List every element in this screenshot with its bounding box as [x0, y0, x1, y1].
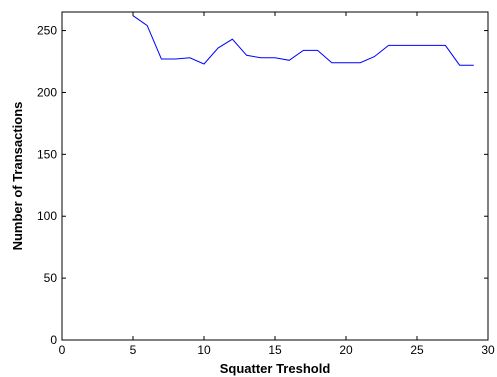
series-line [132, 15, 474, 66]
y-tick-label: 50 [44, 271, 58, 285]
plot-area [61, 11, 489, 341]
axis-tick-labels: 0 5 10 15 20 25 30 0 50 100 150 200 250 [37, 24, 495, 357]
x-tick-label: 5 [130, 343, 137, 357]
x-tick-label: 15 [268, 343, 282, 357]
axis-ticks [61, 12, 489, 341]
x-tick-label: 25 [410, 343, 424, 357]
x-axis-title: Squatter Treshold [220, 361, 331, 376]
y-tick-label: 250 [37, 24, 57, 38]
y-tick-label: 100 [37, 209, 57, 223]
y-tick-label: 200 [37, 85, 57, 99]
x-tick-label: 20 [339, 343, 353, 357]
y-tick-label: 0 [50, 333, 57, 347]
x-tick-label: 10 [197, 343, 211, 357]
x-tick-label: 30 [481, 343, 495, 357]
y-axis-title: Number of Transactions [10, 102, 25, 251]
y-tick-label: 150 [37, 147, 57, 161]
x-tick-label: 0 [59, 343, 66, 357]
